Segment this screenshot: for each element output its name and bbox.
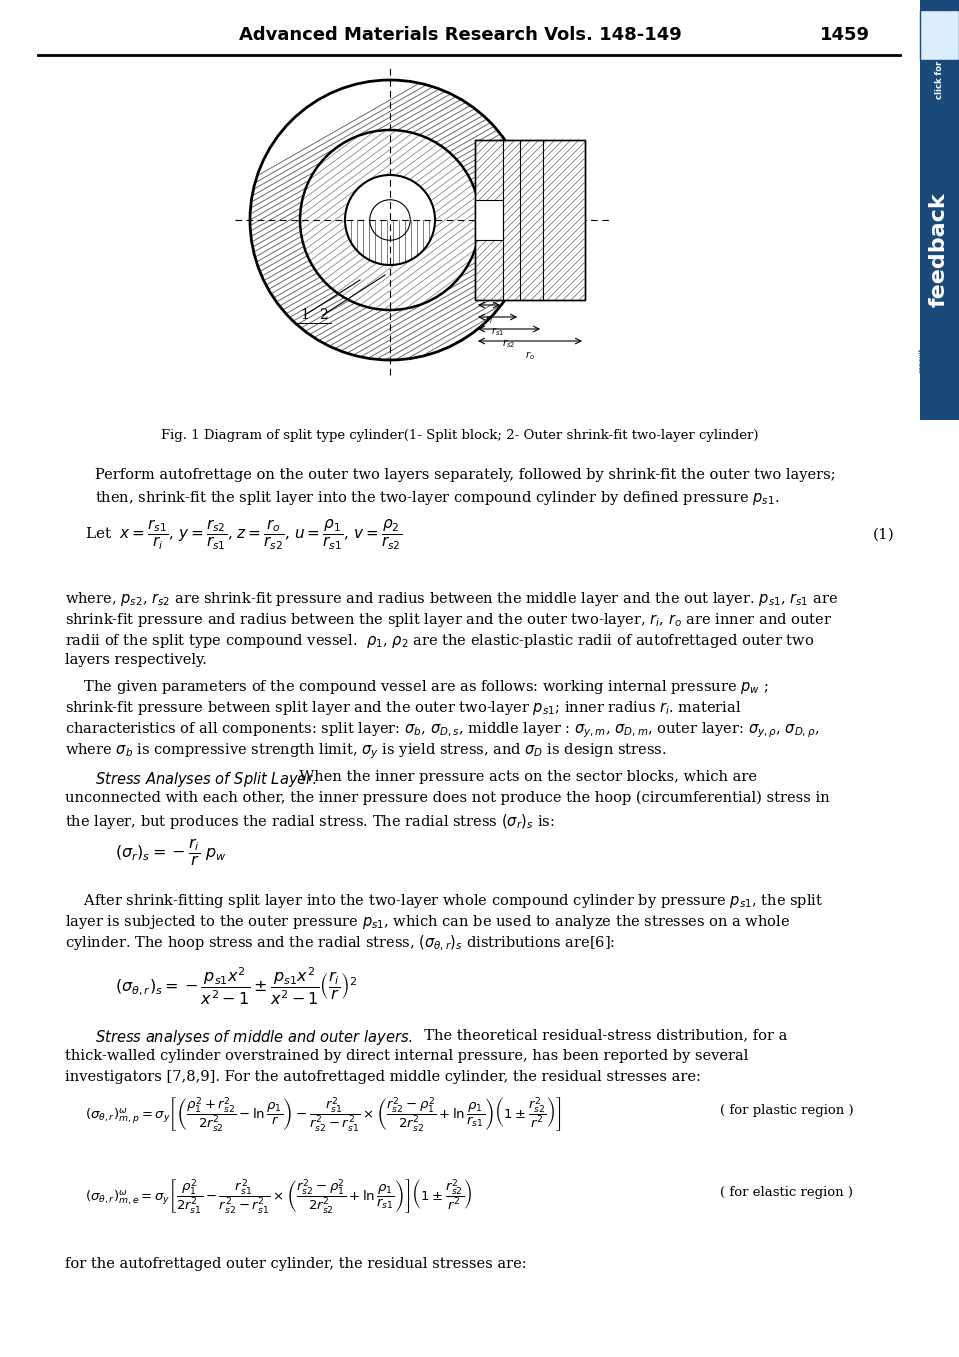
Text: ( for plastic region ): ( for plastic region ) [720, 1105, 854, 1117]
Text: layer is subjected to the outer pressure $p_{s1}$, which can be used to analyze : layer is subjected to the outer pressure… [65, 913, 790, 931]
Text: unconnected with each other, the inner pressure does not produce the hoop (circu: unconnected with each other, the inner p… [65, 791, 830, 806]
Text: Perform autofrettage on the outer two layers separately, followed by shrink-fit : Perform autofrettage on the outer two la… [95, 468, 835, 482]
Text: $\mathit{Stress\ Analyses\ of\ Split\ Layer.}$: $\mathit{Stress\ Analyses\ of\ Split\ La… [95, 769, 316, 788]
Text: then, shrink-fit the split layer into the two-layer compound cylinder by defined: then, shrink-fit the split layer into th… [95, 489, 780, 508]
Text: $(\sigma_{\theta,r})_s = -\dfrac{p_{s1}x^2}{x^2-1} \pm \dfrac{p_{s1}x^2}{x^2-1}\: $(\sigma_{\theta,r})_s = -\dfrac{p_{s1}x… [115, 966, 357, 1007]
Text: $(\sigma_{\theta,r})^\omega_{m,e} = \sigma_y\left[\dfrac{\rho_1^2}{2r_{s1}^2} - : $(\sigma_{\theta,r})^\omega_{m,e} = \sig… [85, 1178, 473, 1216]
Text: 2: 2 [318, 308, 327, 322]
Text: contact: contact [931, 347, 937, 373]
Text: After shrink-fitting split layer into the two-layer whole compound cylinder by p: After shrink-fitting split layer into th… [65, 892, 823, 911]
Text: for the autofrettaged outer cylinder, the residual stresses are:: for the autofrettaged outer cylinder, th… [65, 1257, 526, 1272]
Text: $(\sigma_r)_s = -\dfrac{r_i}{r}\ p_w$: $(\sigma_r)_s = -\dfrac{r_i}{r}\ p_w$ [115, 836, 227, 867]
Circle shape [250, 80, 530, 360]
Text: thick-walled cylinder overstrained by direct internal pressure, has been reporte: thick-walled cylinder overstrained by di… [65, 1049, 748, 1063]
Bar [920, 9, 959, 60]
Text: The theoretical residual-stress distribution, for a: The theoretical residual-stress distribu… [415, 1029, 787, 1042]
Circle shape [300, 130, 480, 309]
Text: $r_i$: $r_i$ [485, 313, 493, 326]
Text: where, $p_{s2}$, $r_{s2}$ are shrink-fit pressure and radius between the middle : where, $p_{s2}$, $r_{s2}$ are shrink-fit… [65, 590, 838, 608]
Text: $\mathit{Stress\ analyses\ of\ middle\ and\ outer\ layers.}$: $\mathit{Stress\ analyses\ of\ middle\ a… [95, 1029, 413, 1048]
Text: shrink-fit pressure and radius between the split layer and the outer two-layer, : shrink-fit pressure and radius between t… [65, 611, 832, 630]
Text: (1): (1) [874, 528, 895, 541]
Text: $r_o$: $r_o$ [526, 349, 535, 362]
Text: characteristics of all components: split layer: $\sigma_b$, $\sigma_{D,s}$, midd: characteristics of all components: split… [65, 721, 819, 740]
Text: investigators [7,8,9]. For the autofrettaged middle cylinder, the residual stres: investigators [7,8,9]. For the autofrett… [65, 1071, 701, 1084]
Text: Advanced Materials Research Vols. 148-149: Advanced Materials Research Vols. 148-14… [239, 26, 682, 43]
Bar [475, 199, 503, 240]
Circle shape [345, 175, 435, 265]
Text: comment: comment [925, 343, 931, 376]
Bar [920, 0, 959, 421]
Text: Fig. 1 Diagram of split type cylinder(1- Split block; 2- Outer shrink-fit two-la: Fig. 1 Diagram of split type cylinder(1-… [161, 429, 759, 441]
Text: Let  $x = \dfrac{r_{s1}}{r_i}$, $y = \dfrac{r_{s2}}{r_{s1}}$, $z = \dfrac{r_o}{r: Let $x = \dfrac{r_{s1}}{r_i}$, $y = \dfr… [85, 518, 402, 552]
Text: $r_{s1}$: $r_{s1}$ [491, 324, 504, 338]
Text: When the inner pressure acts on the sector blocks, which are: When the inner pressure acts on the sect… [290, 769, 757, 784]
Bar [475, 140, 585, 300]
Text: consult: consult [919, 347, 925, 373]
Text: The given parameters of the compound vessel are as follows: working internal pre: The given parameters of the compound ves… [65, 678, 768, 696]
Text: radii of the split type compound vessel.  $\rho_1$, $\rho_2$ are the elastic-pla: radii of the split type compound vessel.… [65, 632, 814, 650]
Text: click for: click for [934, 61, 944, 99]
Text: cylinder. The hoop stress and the radial stress, $(\sigma_{\theta,r})_s$ distrib: cylinder. The hoop stress and the radial… [65, 934, 616, 954]
Text: 1: 1 [300, 308, 310, 322]
Text: layers respectively.: layers respectively. [65, 653, 207, 668]
Text: the layer, but produces the radial stress. The radial stress $(\sigma_r)_s$ is:: the layer, but produces the radial stres… [65, 811, 554, 830]
Bar [475, 140, 585, 300]
Text: shrink-fit pressure between split layer and the outer two-layer $p_{s1}$; inner : shrink-fit pressure between split layer … [65, 699, 741, 716]
Text: $(\sigma_{\theta,r})^\omega_{m,p} = \sigma_y\left[\left(\dfrac{\rho_1^2 + r_{s2}: $(\sigma_{\theta,r})^\omega_{m,p} = \sig… [85, 1096, 562, 1134]
Text: where $\sigma_b$ is compressive strength limit, $\sigma_y$ is yield stress, and : where $\sigma_b$ is compressive strength… [65, 741, 667, 761]
Text: $r_{s2}$: $r_{s2}$ [503, 337, 516, 350]
Text: feedback: feedback [929, 193, 949, 307]
Text: ( for elastic region ): ( for elastic region ) [720, 1186, 853, 1200]
Text: 1459: 1459 [820, 26, 870, 43]
